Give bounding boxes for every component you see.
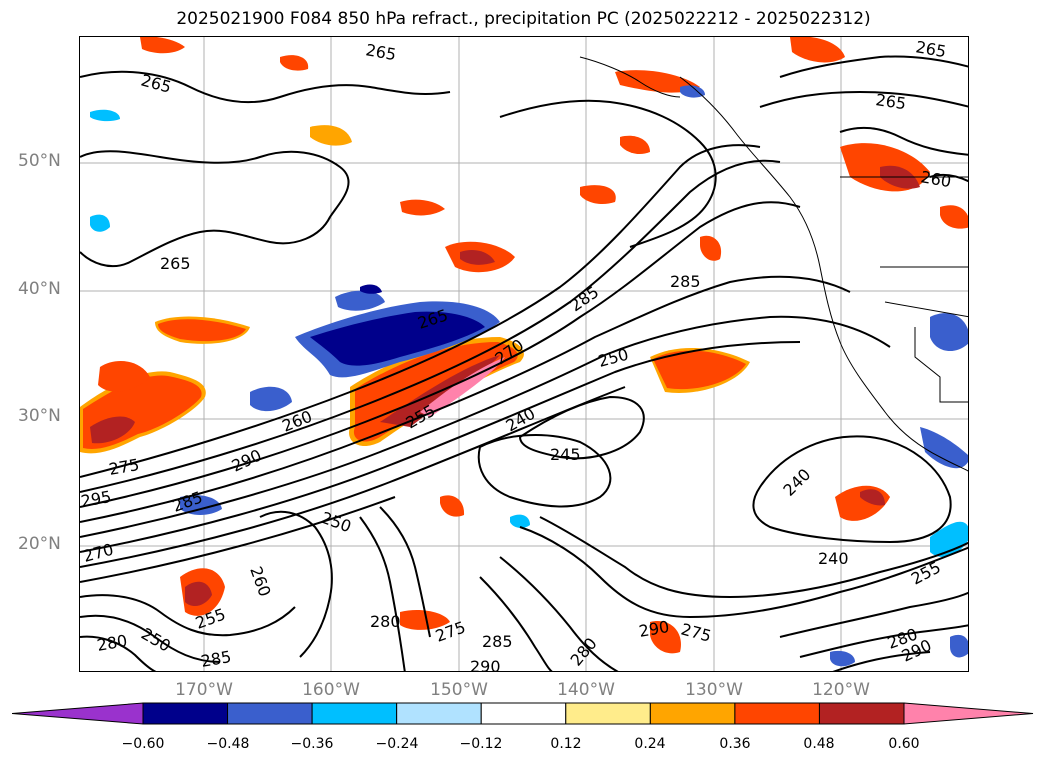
lat-label-20n: 20°N: [18, 534, 61, 554]
colorbar-tick: 0.36: [719, 736, 751, 752]
colorbar-tick: −0.48: [206, 736, 250, 752]
contour-label: 290: [470, 657, 501, 672]
colorbar-segment: [311, 702, 398, 725]
colorbar-segment: [818, 702, 905, 725]
colorbar-segment: [649, 702, 736, 725]
map-title: 2025021900 F084 850 hPa refract., precip…: [176, 9, 871, 29]
colorbar-segment: [227, 702, 313, 725]
contour-label: 240: [503, 404, 539, 436]
colorbar-tick: −0.12: [459, 736, 503, 752]
colorbar-tick: −0.60: [121, 736, 165, 752]
lat-label-30n: 30°N: [18, 406, 61, 426]
contour-label: 240: [779, 465, 814, 500]
colorbar-tick: 0.12: [550, 736, 582, 752]
colorbar-tick: −0.36: [290, 736, 334, 752]
lon-label-160w: 160°W: [302, 680, 360, 700]
map-panel: 265 265 265 265 265 265 260 260 260 255 …: [79, 36, 969, 672]
colorbar-segment: [396, 702, 482, 725]
lat-label-40n: 40°N: [18, 279, 61, 299]
contour-label: 280: [370, 612, 401, 631]
contour-label: 275: [679, 620, 713, 646]
contour-label: 260: [919, 167, 952, 191]
contour-label: 260: [246, 564, 274, 599]
lon-label-120w: 120°W: [812, 680, 870, 700]
lon-label-140w: 140°W: [557, 680, 615, 700]
contour-label: 280: [567, 634, 601, 670]
precip-negative-shading: [90, 85, 968, 667]
lon-label-150w: 150°W: [430, 680, 488, 700]
colorbar-segment: [480, 702, 567, 725]
contour-label: 285: [566, 282, 602, 315]
contour-label: 285: [199, 647, 232, 671]
contour-label: 265: [139, 71, 173, 97]
colorbar-segment: [12, 702, 144, 725]
contour-label: 265: [160, 254, 191, 273]
contour-label: 265: [364, 40, 397, 64]
colorbar-segment: [734, 702, 820, 725]
contour-label: 245: [550, 445, 581, 464]
contour-label: 265: [874, 90, 907, 113]
colorbar-segment: [142, 702, 229, 725]
colorbar-tick: 0.48: [803, 736, 835, 752]
lon-label-130w: 130°W: [685, 680, 743, 700]
lon-label-170w: 170°W: [175, 680, 233, 700]
colorbar: [12, 702, 1034, 725]
colorbar-tick: 0.24: [634, 736, 666, 752]
contour-label: 250: [596, 345, 630, 371]
contour-label: 285: [670, 272, 701, 291]
lat-label-50n: 50°N: [18, 151, 61, 171]
coastlines: [579, 56, 968, 472]
contour-label: 280: [95, 631, 128, 655]
map-canvas: 265 265 265 265 265 265 260 260 260 255 …: [80, 37, 968, 672]
contour-label: 260: [279, 407, 314, 436]
colorbar-segment: [903, 702, 1034, 725]
contour-label: 250: [319, 508, 354, 536]
contour-label: 275: [107, 455, 140, 479]
colorbar-segment: [565, 702, 651, 725]
refractivity-contours: [80, 55, 968, 671]
colorbar-tick: −0.24: [375, 736, 419, 752]
contour-label: 285: [482, 632, 513, 651]
contour-label: 240: [818, 549, 849, 568]
contour-label: 295: [80, 487, 113, 511]
colorbar-tick: 0.60: [888, 736, 920, 752]
